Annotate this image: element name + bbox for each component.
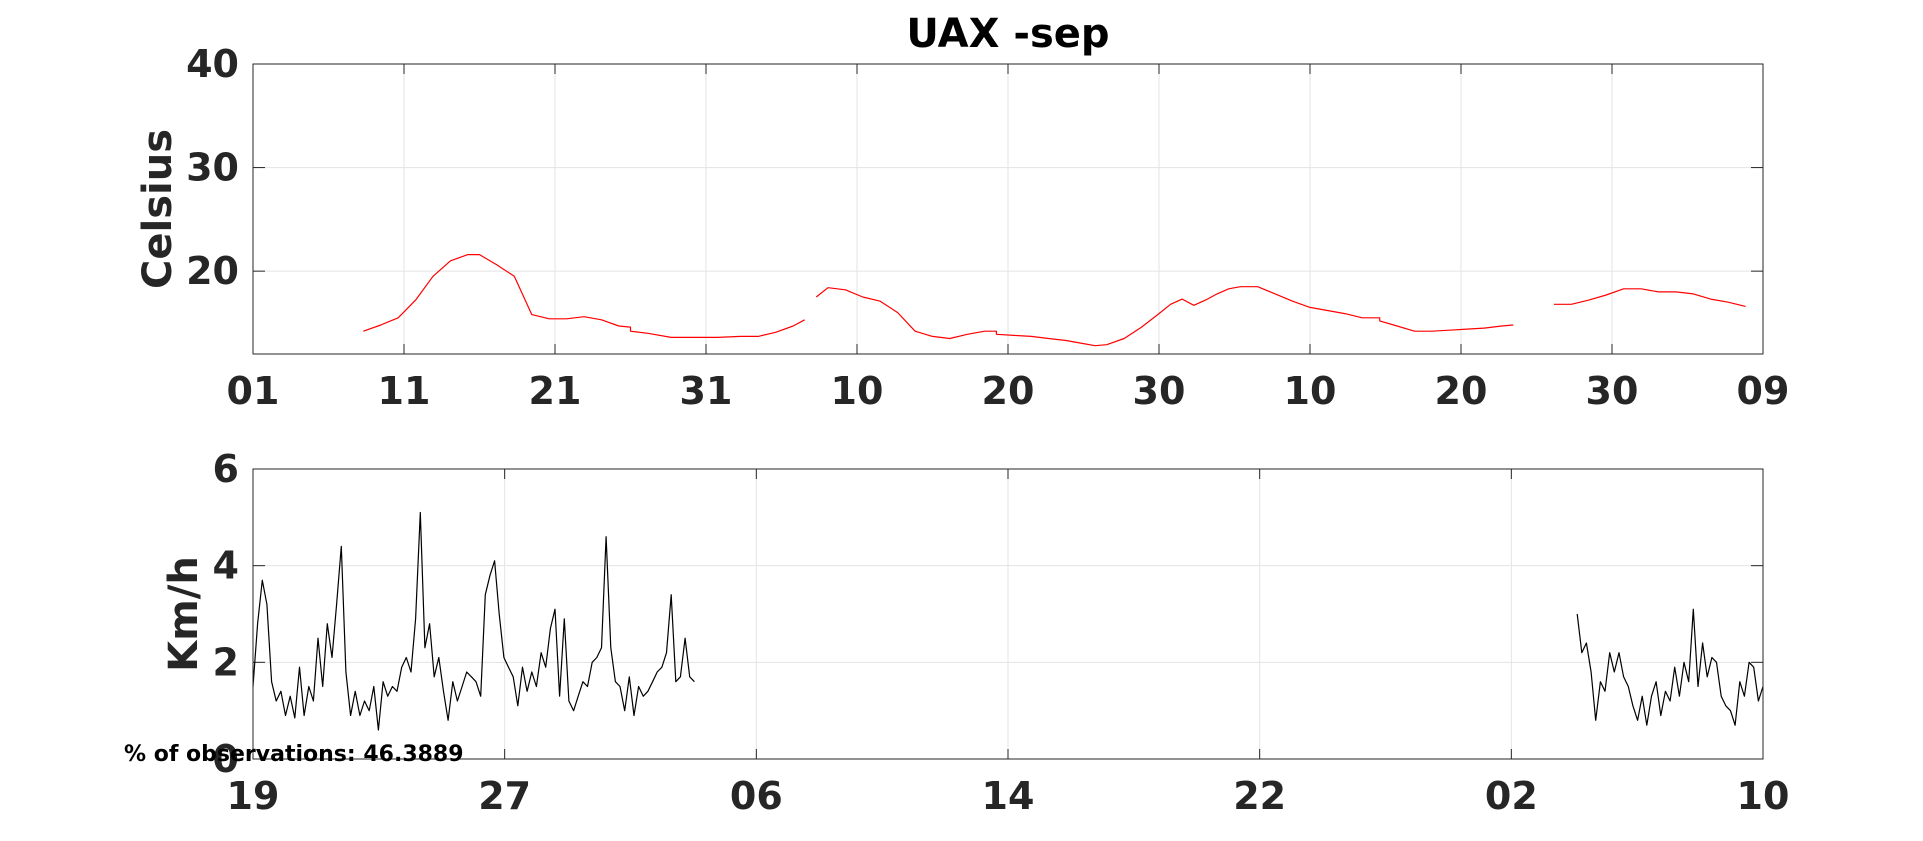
wind-axes-frame xyxy=(252,468,1764,760)
temperature-series-line xyxy=(1553,288,1746,307)
wind-ytick-label: 6 xyxy=(213,447,239,491)
temperature-plot xyxy=(363,254,1746,347)
temperature-ylabel: Celsius xyxy=(135,129,181,289)
temperature-ytick-label: 20 xyxy=(186,249,239,293)
wind-grid xyxy=(253,469,1763,759)
temperature-xtick-label: 21 xyxy=(529,369,582,413)
wind-xtick-label: 02 xyxy=(1485,774,1538,818)
temperature-xtick-label: 20 xyxy=(982,369,1035,413)
temperature-series-line xyxy=(363,254,805,338)
wind-ytick-labels: 6 4 2 0 xyxy=(213,447,239,781)
wind-xtick-labels: 19 27 06 14 22 02 10 xyxy=(227,774,1790,818)
wind-xtick-label: 10 xyxy=(1737,774,1790,818)
temperature-xtick-label: 01 xyxy=(227,369,280,413)
temperature-series-line xyxy=(815,286,1514,347)
temperature-xtick-label: 11 xyxy=(378,369,431,413)
wind-xtick-label: 22 xyxy=(1233,774,1286,818)
wind-ytick-label: 2 xyxy=(213,640,239,684)
temperature-xtick-label: 10 xyxy=(831,369,884,413)
wind-xtick-label: 27 xyxy=(478,774,531,818)
temperature-ytick-labels: 40 30 20 xyxy=(186,42,239,293)
wind-plot xyxy=(252,511,1764,731)
wind-panel: Km/h 6 4 2 0 19 27 06 14 22 02 10 xyxy=(161,447,1789,818)
wind-ylabel: Km/h xyxy=(161,556,207,672)
temperature-xtick-label: 20 xyxy=(1435,369,1488,413)
temperature-xtick-label: 30 xyxy=(1133,369,1186,413)
temperature-grid xyxy=(253,64,1763,354)
wind-ytick-label: 4 xyxy=(213,544,239,588)
temperature-ytick-label: 30 xyxy=(186,146,239,190)
chart-title: UAX -sep xyxy=(906,11,1109,57)
temperature-xtick-label: 10 xyxy=(1284,369,1337,413)
temperature-xtick-labels: 01 11 21 31 10 20 30 10 20 30 09 xyxy=(227,369,1790,413)
wind-ytick-label: 0 xyxy=(213,737,239,781)
wind-xtick-label: 19 xyxy=(227,774,280,818)
wind-series-line xyxy=(1576,608,1764,726)
temperature-xtick-label: 31 xyxy=(680,369,733,413)
temperature-ytick-label: 40 xyxy=(186,42,239,86)
wind-xtick-label: 06 xyxy=(730,774,783,818)
temperature-xtick-label: 30 xyxy=(1586,369,1639,413)
wind-series-line xyxy=(252,511,695,731)
temperature-panel: UAX -sep Celsius 40 30 20 01 11 21 31 10 20 30 10… xyxy=(135,11,1789,413)
observations-note: % of observations: 46.3889 xyxy=(124,742,464,767)
temperature-axes-frame xyxy=(252,63,1764,355)
wind-xtick-label: 14 xyxy=(982,774,1035,818)
temperature-xtick-label: 09 xyxy=(1737,369,1790,413)
